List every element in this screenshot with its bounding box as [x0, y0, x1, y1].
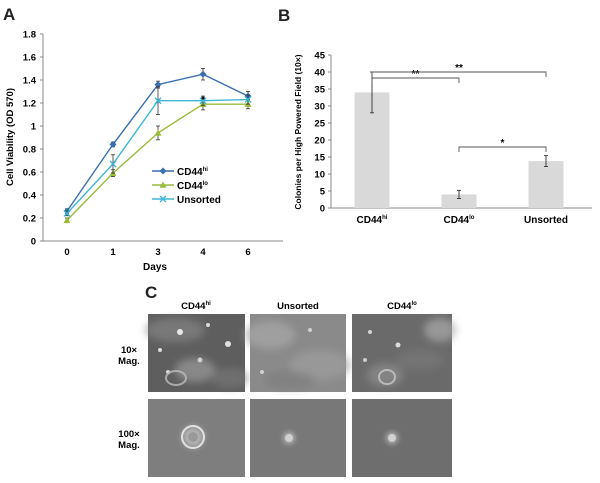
- significance-label: *: [501, 138, 505, 149]
- bar-group: [441, 189, 477, 208]
- legend-label: Unsorted: [177, 195, 221, 206]
- y-tick-label-a: 0.4: [23, 191, 37, 202]
- x-axis-title-a: Days: [143, 262, 167, 273]
- bracket-line: [371, 77, 460, 83]
- micrograph-row-label: Mag.: [118, 440, 140, 451]
- legend-item: CD44lo: [152, 181, 208, 192]
- y-tick-label-a: 1.6: [23, 53, 36, 64]
- y-tick-label-b: 15: [314, 153, 325, 164]
- data-point: [63, 209, 71, 217]
- significance-bracket: **: [371, 69, 460, 83]
- micrograph-row-label: 100×: [118, 429, 140, 440]
- x-tick-label-a: 6: [245, 247, 250, 258]
- micrograph-10x-cd44lo: [352, 314, 456, 392]
- y-tick-label-b: 20: [314, 136, 325, 147]
- legend-marker: [159, 167, 167, 175]
- bracket-line: [371, 71, 547, 77]
- bar: [528, 161, 564, 208]
- micrograph-10x-unsorted: [245, 314, 350, 392]
- legend-label: CD44hi: [177, 167, 208, 178]
- y-tick-label-a: 0.2: [23, 214, 36, 225]
- y-tick-label-b: 25: [314, 119, 325, 130]
- micrograph-column-label: CD44hi: [181, 301, 211, 312]
- panel-label-a: A: [3, 5, 15, 24]
- significance-label: **: [412, 69, 420, 80]
- significance-star-a: *: [201, 95, 205, 105]
- bar-group: [528, 155, 564, 208]
- line-chart-cell-viability: 0 0.2 0.4 0.6 0.8 1 1.2 1.4 1.6 1.8 0 1 3 4 6 Days Ce…: [5, 30, 283, 273]
- y-tick-label-a: 0: [31, 237, 36, 248]
- y-tick-label-a: 0.8: [23, 145, 36, 156]
- bar-group: [354, 71, 390, 208]
- data-point: [244, 96, 252, 104]
- data-point: [63, 216, 71, 224]
- y-tick-label-b: 45: [314, 51, 325, 62]
- series-cd44lo: [63, 98, 252, 224]
- panel-label-b: B: [278, 6, 290, 25]
- y-tick-label-a: 0.6: [23, 168, 36, 179]
- y-tick-label-a: 1.8: [23, 30, 36, 41]
- x-tick-label-b: CD44hi: [357, 215, 388, 226]
- micrograph-row-label: 10×: [121, 345, 138, 356]
- legend-label: CD44lo: [177, 181, 208, 192]
- legend-a: CD44hi CD44lo Unsorted: [152, 167, 221, 206]
- legend-marker: [159, 181, 167, 188]
- legend-item: CD44hi: [152, 167, 208, 178]
- x-tick-label-a: 0: [64, 247, 69, 258]
- data-point: [154, 81, 162, 89]
- y-tick-label-a: 1.4: [23, 76, 37, 87]
- x-tick-label-a: 3: [155, 247, 160, 258]
- micrograph-column-label: CD44lo: [387, 301, 417, 312]
- micrograph-100x-unsorted: [250, 399, 346, 477]
- y-tick-label-b: 30: [314, 102, 325, 113]
- y-tick-label-b: 35: [314, 85, 325, 96]
- micrograph-column-label: Unsorted: [277, 301, 319, 312]
- data-point: [154, 129, 162, 136]
- y-axis-title-a: Cell Viability (OD 570): [5, 88, 16, 186]
- y-axis-title-b: Colonies per High Powered Field (10×): [293, 54, 303, 209]
- x-tick-label-a: 4: [200, 247, 206, 258]
- data-point: [109, 140, 117, 148]
- bracket-line: [458, 146, 547, 152]
- data-point: [199, 70, 207, 78]
- micrograph-100x-cd44lo: [352, 399, 452, 477]
- significance-bracket: **: [371, 63, 547, 77]
- legend-marker: [159, 195, 167, 203]
- x-tick-label-a: 1: [110, 247, 116, 258]
- significance-bracket: *: [458, 138, 547, 152]
- significance-label: **: [455, 63, 463, 74]
- micrograph-grid: CD44hi Unsorted CD44lo 10×Mag.100×Mag.: [118, 301, 456, 477]
- y-tick-label-b: 40: [314, 68, 325, 79]
- micrograph-10x-cd44hi: [145, 314, 248, 392]
- x-tick-label-b: CD44lo: [444, 215, 475, 226]
- data-point: [199, 97, 207, 105]
- micrograph-100x-cd44hi: [148, 399, 245, 477]
- x-tick-label-b: Unsorted: [524, 215, 568, 226]
- y-tick-label-a: 1.2: [23, 99, 36, 110]
- micrograph-row-label: Mag.: [118, 356, 140, 367]
- bar: [441, 194, 477, 208]
- legend-item: Unsorted: [152, 195, 221, 206]
- data-point: [109, 160, 117, 168]
- series-unsorted: [63, 86, 252, 217]
- y-tick-label-b: 0: [320, 204, 325, 215]
- data-point: [154, 97, 162, 105]
- panel-label-c: C: [145, 283, 157, 302]
- y-tick-label-b: 10: [314, 170, 325, 181]
- y-tick-label-b: 5: [320, 187, 326, 198]
- series-cd44hi: [63, 68, 252, 215]
- y-tick-label-a: 1: [31, 122, 37, 133]
- series-line: [66, 73, 249, 212]
